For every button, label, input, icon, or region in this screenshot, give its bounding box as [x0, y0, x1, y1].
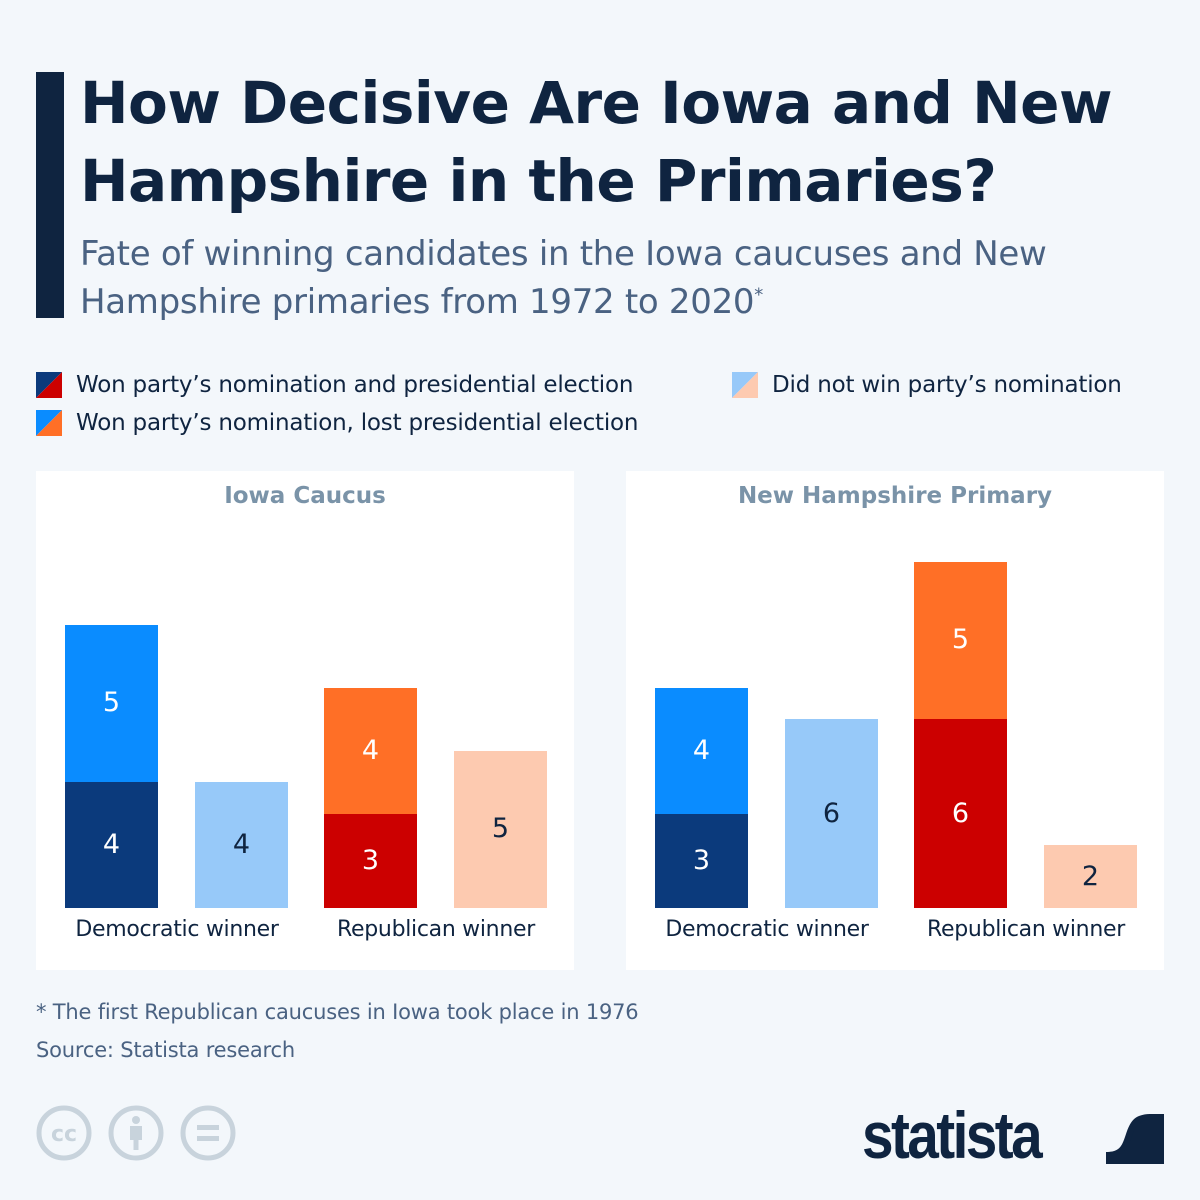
legend-swatch-lost-election — [36, 410, 62, 436]
data-label: 6 — [951, 797, 970, 829]
legend-swatch-not-nominated — [732, 372, 758, 398]
bar-republican-not-nominated — [454, 750, 547, 908]
data-label: 4 — [361, 734, 380, 766]
data-label: 4 — [102, 829, 121, 860]
bar-republican-not-nominated — [1044, 845, 1137, 908]
legend-item-not-nominated: Did not win party’s nomination — [732, 372, 1122, 398]
chart-title: How Decisive Are Iowa and New Hampshire … — [80, 69, 1113, 215]
bar-republican-lost-election — [324, 687, 417, 814]
panel-iowa-caucus: Iowa Caucus Democratic winner Republican… — [36, 471, 574, 970]
category-label: Democratic winner — [665, 917, 869, 942]
legend-swatch-won-election — [36, 372, 62, 398]
bar-republican-lost-election — [914, 561, 1007, 719]
data-label: 5 — [951, 624, 970, 656]
data-label: 3 — [361, 844, 380, 876]
data-label: 4 — [232, 829, 251, 860]
data-label: 6 — [822, 797, 841, 829]
category-label: Democratic winner — [75, 917, 279, 942]
subtitle-footnote-marker: * — [754, 284, 763, 306]
legend-item-lost-election: Won party’s nomination, lost presidentia… — [36, 410, 639, 436]
statista-logo-icon — [1106, 1106, 1164, 1164]
no-derivatives-icon[interactable] — [180, 1105, 236, 1161]
legend-label: Won party’s nomination, lost presidentia… — [76, 410, 639, 436]
data-label: 5 — [102, 687, 121, 719]
subtitle-text: Fate of winning candidates in the Iowa c… — [80, 234, 1047, 322]
legend-label: Won party’s nomination and presidential … — [76, 372, 634, 398]
bar-democratic-not-nominated — [785, 719, 878, 908]
legend-label: Did not win party’s nomination — [772, 372, 1122, 398]
bar-democratic-won-election — [655, 813, 748, 908]
license-icons: cc — [36, 1105, 236, 1161]
bar-democratic-won-election — [65, 782, 158, 908]
panel-title: New Hampshire Primary — [737, 483, 1053, 509]
attribution-icon[interactable] — [108, 1105, 164, 1161]
panel-new-hampshire-primary: New Hampshire Primary Democratic winner … — [626, 471, 1164, 970]
title-accent-bar — [36, 72, 64, 318]
brand-wordmark: statista — [862, 1098, 1043, 1172]
bar-democratic-lost-election — [65, 624, 158, 782]
category-label: Republican winner — [927, 917, 1125, 942]
footnote: * The first Republican caucuses in Iowa … — [36, 1000, 639, 1024]
panel-title: Iowa Caucus — [224, 483, 386, 509]
data-label: 5 — [491, 813, 510, 845]
category-label: Republican winner — [337, 917, 535, 942]
chart-subtitle: Fate of winning candidates in the Iowa c… — [80, 230, 1180, 326]
source-note: Source: Statista research — [36, 1038, 295, 1062]
creative-commons-icon[interactable]: cc — [36, 1105, 92, 1161]
data-label: 3 — [692, 844, 711, 876]
bar-democratic-lost-election — [655, 687, 748, 814]
svg-text:cc: cc — [51, 1122, 77, 1147]
legend-item-won-election: Won party’s nomination and presidential … — [36, 372, 633, 398]
bar-republican-won-election — [324, 813, 417, 908]
bar-republican-won-election — [914, 719, 1007, 908]
statista-logo[interactable]: statista — [862, 1098, 1164, 1172]
data-label: 2 — [1081, 860, 1100, 892]
data-label: 4 — [692, 734, 711, 766]
bar-democratic-not-nominated — [195, 782, 288, 908]
